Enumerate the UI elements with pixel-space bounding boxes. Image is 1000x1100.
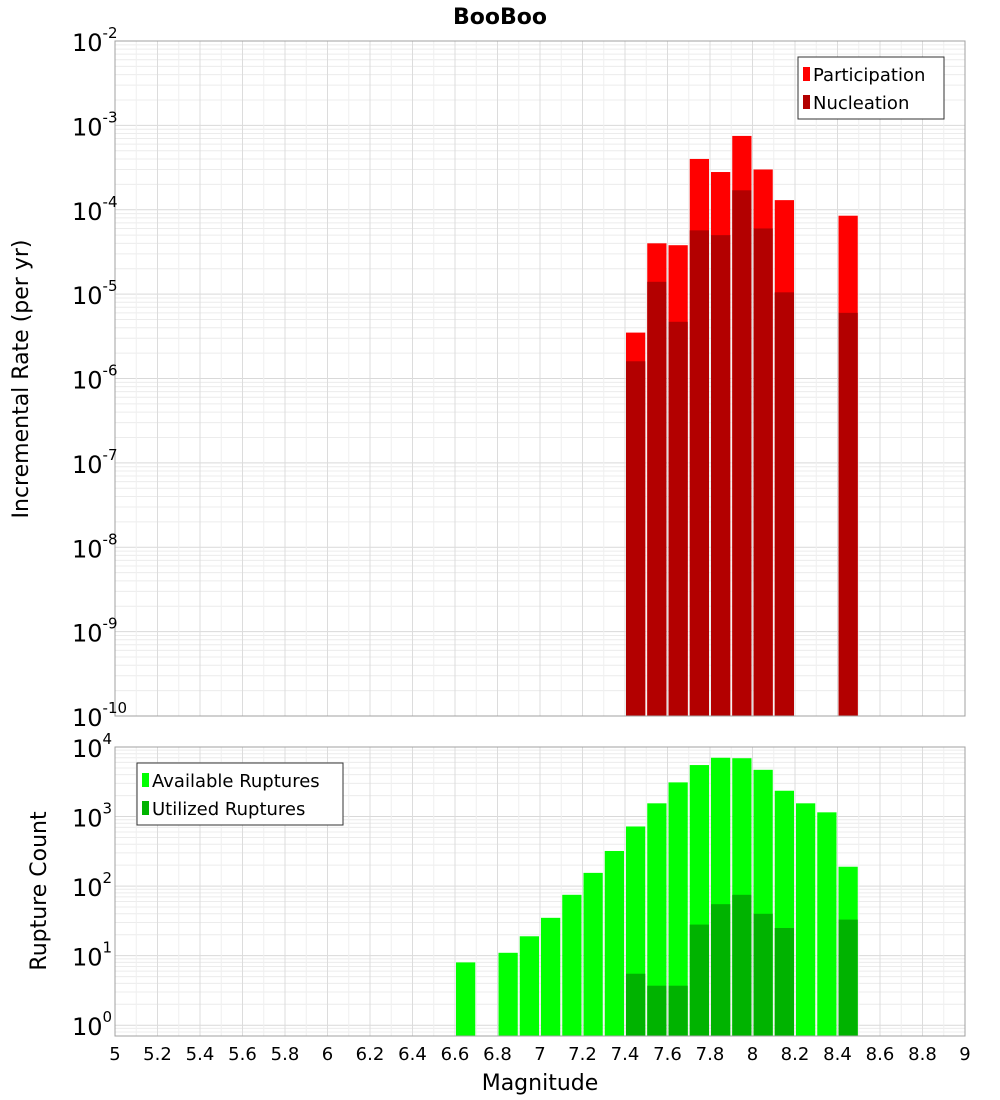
bar-nucleation (732, 190, 752, 716)
bar-nucleation (668, 321, 688, 716)
rupture-count-plot: 100 101 102 103 104 Available Ruptures Utilize… (72, 730, 971, 1065)
x-tick-label: 7.8 (696, 1044, 725, 1065)
x-tick-label: 6.4 (398, 1044, 427, 1065)
x-tick-label: 8.6 (866, 1044, 895, 1065)
legend-label: Utilized Ruptures (152, 799, 305, 820)
y-tick-label: 10-8 (72, 530, 118, 563)
bar-utilized-ruptures (753, 913, 773, 1036)
x-tick-label: 8.4 (823, 1044, 852, 1065)
bar-utilized-ruptures (626, 973, 646, 1036)
x-tick-label: 6.8 (483, 1044, 512, 1065)
x-tick-label: 8.2 (781, 1044, 810, 1065)
bar-utilized-ruptures (689, 924, 709, 1036)
x-tick-label: 6.6 (441, 1044, 470, 1065)
x-axis-label: Magnitude (482, 1071, 599, 1096)
y-tick-label: 10-6 (72, 362, 118, 395)
top-y-axis-label: Incremental Rate (per yr) (9, 240, 34, 519)
chart-title: BooBoo (453, 5, 547, 30)
legend-label: Participation (813, 65, 925, 86)
bar-nucleation (689, 230, 709, 716)
bar-available-ruptures (498, 952, 518, 1036)
y-tick-label: 10-5 (72, 277, 118, 310)
bar-available-ruptures (583, 872, 603, 1036)
x-tick-label: 5.8 (271, 1044, 300, 1065)
bar-utilized-ruptures (838, 919, 858, 1036)
bar-available-ruptures (796, 803, 816, 1036)
bar-available-ruptures (541, 917, 561, 1036)
bar-nucleation (838, 312, 858, 716)
x-tick-label: 7.4 (611, 1044, 640, 1065)
bar-nucleation (626, 361, 646, 716)
y-tick-label: 10-2 (72, 24, 118, 57)
legend-swatch (142, 801, 149, 815)
x-tick-label: 5.6 (228, 1044, 257, 1065)
y-tick-label: 104 (72, 730, 112, 763)
y-tick-label: 103 (72, 800, 112, 833)
legend-label: Available Ruptures (152, 771, 320, 792)
x-tick-label: 9 (959, 1044, 970, 1065)
bar-available-ruptures (817, 812, 837, 1036)
bar-utilized-ruptures (732, 894, 752, 1036)
x-tick-label: 8 (747, 1044, 758, 1065)
y-tick-label: 10-3 (72, 108, 118, 141)
bar-utilized-ruptures (711, 904, 731, 1036)
y-tick-label: 100 (72, 1008, 112, 1041)
bar-nucleation (753, 228, 773, 716)
plot-frame (114, 746, 966, 1037)
bar-available-ruptures (604, 850, 624, 1036)
x-tick-label: 7.2 (568, 1044, 597, 1065)
bar-utilized-ruptures (668, 985, 688, 1036)
bar-available-ruptures (647, 803, 667, 1036)
y-tick-label: 10-4 (72, 193, 118, 226)
x-tick-label: 8.8 (908, 1044, 937, 1065)
bar-available-ruptures (519, 936, 539, 1036)
legend-box (797, 56, 945, 120)
legend-label: Nucleation (813, 93, 909, 114)
y-tick-label: 101 (72, 939, 112, 972)
legend-box (136, 762, 344, 826)
plot-frame (114, 40, 966, 717)
x-tick-label: 5 (109, 1044, 120, 1065)
y-tick-label: 10-9 (72, 615, 118, 648)
y-tick-label: 10-7 (72, 446, 118, 479)
x-tick-label: 6 (322, 1044, 333, 1065)
bottom-y-axis-label: Rupture Count (27, 811, 52, 971)
y-tick-label: 10-10 (72, 699, 127, 732)
bar-nucleation (774, 292, 794, 716)
x-tick-label: 7 (534, 1044, 545, 1065)
bar-available-ruptures (668, 782, 688, 1036)
x-tick-label: 5.4 (186, 1044, 215, 1065)
bar-nucleation (711, 235, 731, 716)
x-tick-label: 6.2 (356, 1044, 385, 1065)
bar-available-ruptures (456, 962, 476, 1036)
bar-utilized-ruptures (647, 985, 667, 1036)
bar-available-ruptures (562, 894, 582, 1036)
legend-swatch (142, 773, 149, 787)
x-tick-label: 7.6 (653, 1044, 682, 1065)
y-tick-label: 102 (72, 869, 112, 902)
bar-nucleation (647, 281, 667, 716)
bar-utilized-ruptures (774, 927, 794, 1036)
x-tick-label: 5.2 (143, 1044, 172, 1065)
legend-swatch (803, 67, 810, 81)
legend-swatch (803, 95, 810, 109)
rate-plot: 10-10 10-9 10-8 10-7 10-6 10-5 10-4 10-3 10-2 Par… (72, 24, 966, 732)
